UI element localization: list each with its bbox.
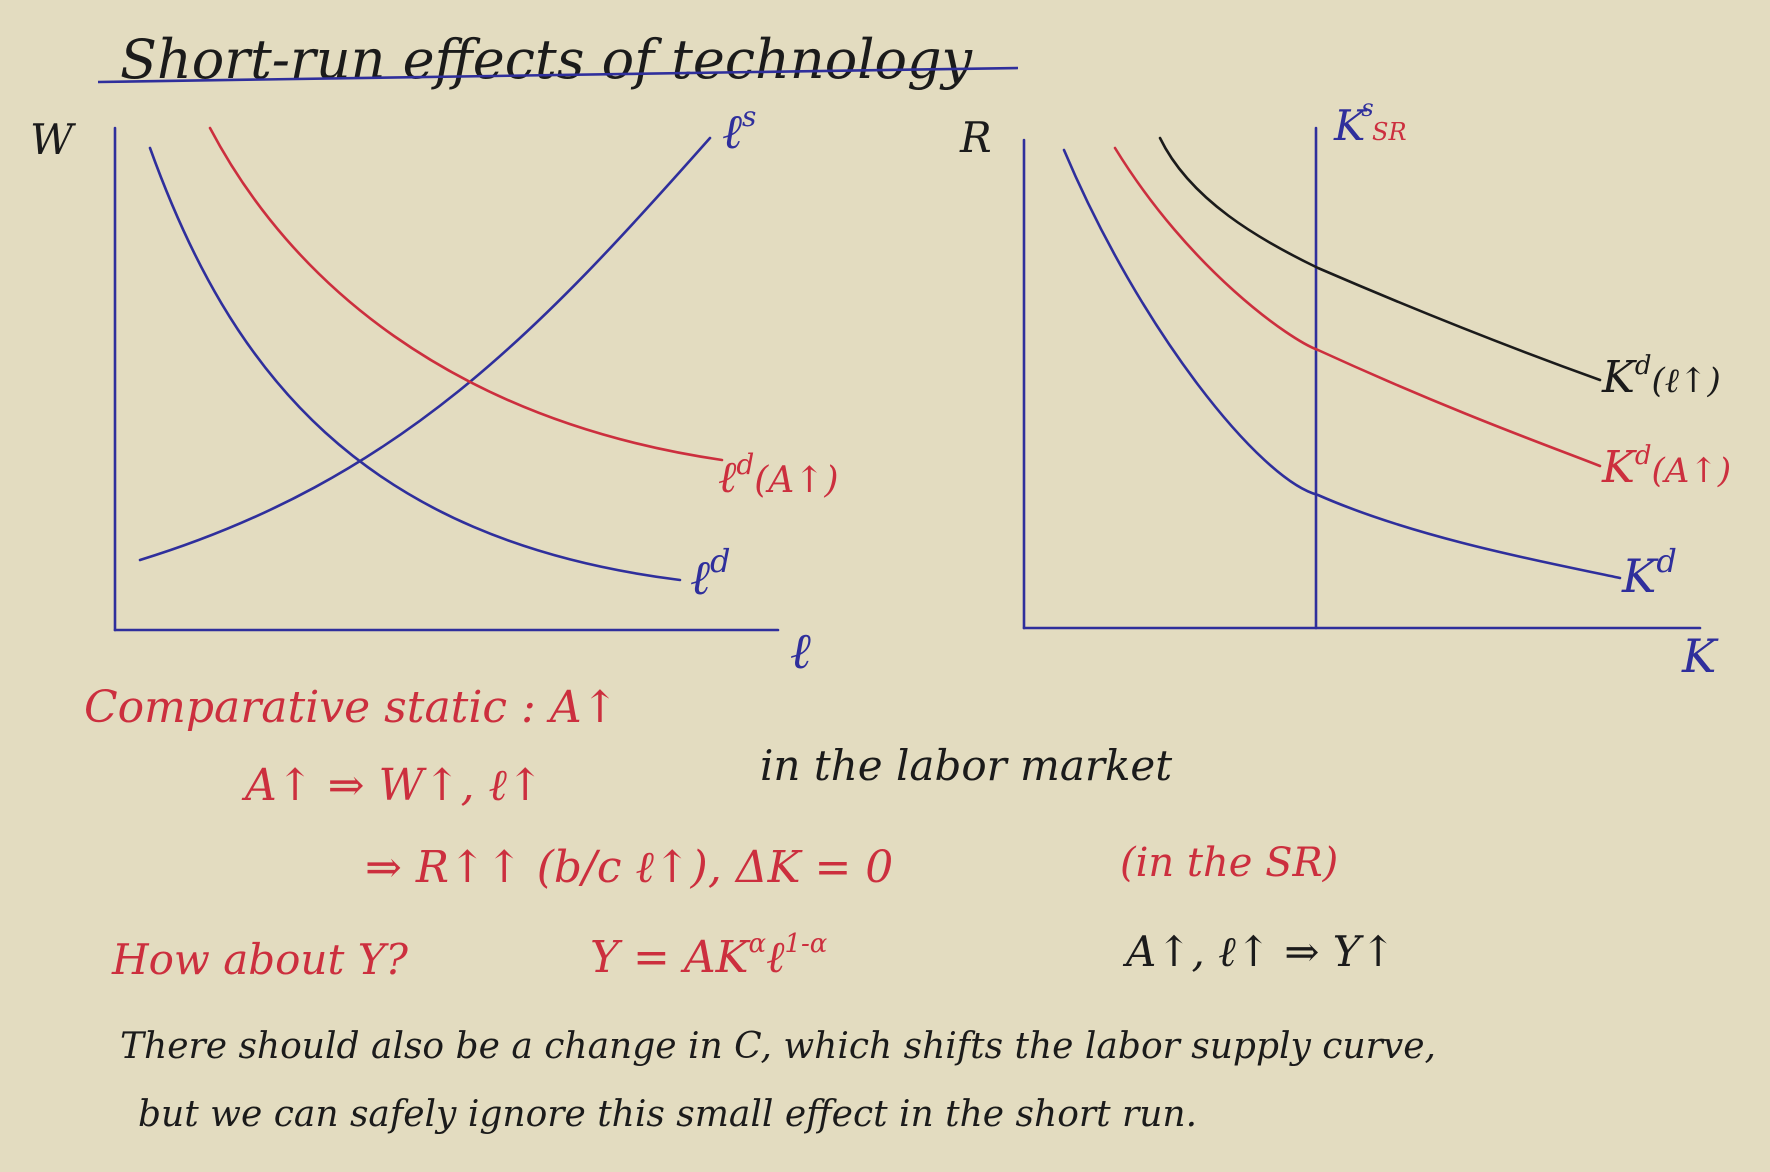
note-short-run: (in the SR) [1120, 840, 1338, 886]
note-labor-market: in the labor market [760, 741, 1172, 790]
note-capital-effect: ⇒ R↑↑ (b/c ℓ↑), ΔK = 0 [365, 842, 893, 893]
svg-text:Ks: Ks [1333, 94, 1374, 150]
labor-x-axis-label: ℓ [790, 622, 811, 680]
svg-text:ℓd: ℓd [690, 542, 730, 606]
capital-demand-tech-label: Kd(A↑) [1601, 441, 1731, 493]
title-underline [97, 66, 1019, 84]
svg-text:Kd(A↑): Kd(A↑) [1601, 441, 1731, 493]
svg-text:ℓd(A↑): ℓd(A↑) [718, 448, 839, 503]
note-consumption-caveat: There should also be a change in C, whic… [120, 1026, 1436, 1067]
labor-supply-label: ℓs [722, 100, 756, 160]
page-title: Short-run effects of technology [120, 28, 974, 91]
labor-market-graph: W ℓ ℓs ℓd(A↑) ℓd [30, 100, 839, 680]
notes-block: Comparative static : A↑ A↑ ⇒ W↑, ℓ↑ in t… [84, 682, 1436, 1135]
note-output-effect: A↑, ℓ↑ ⇒ Y↑ [1122, 927, 1396, 976]
capital-demand-curve [1062, 148, 1622, 580]
labor-demand-new-curve [208, 126, 724, 462]
labor-supply-curve [138, 136, 712, 562]
capital-y-axis-label: R [959, 113, 992, 162]
capital-demand-tech-curve [1113, 146, 1602, 468]
capital-demand-labor-label: Kd(ℓ↑) [1601, 351, 1721, 403]
svg-text:Kd: Kd [1621, 542, 1677, 603]
capital-demand-label: Kd [1621, 542, 1677, 603]
svg-text:SR: SR [1372, 118, 1407, 146]
note-comparative-static: Comparative static : A↑ [84, 682, 619, 733]
capital-market-graph: R K Ks SR Kd(ℓ↑) Kd(A↑) Kd [959, 94, 1731, 683]
note-production-function: Y = AKαℓ1-α [590, 929, 828, 983]
labor-demand-curve [148, 146, 682, 582]
note-labor-effect: A↑ ⇒ W↑, ℓ↑ [241, 760, 544, 811]
labor-y-axis-label: W [30, 115, 77, 164]
svg-text:ℓs: ℓs [722, 100, 756, 160]
capital-x-axis-label: K [1681, 629, 1719, 683]
svg-text:Y = AKαℓ1-α: Y = AKαℓ1-α [590, 929, 828, 983]
title-block: Short-run effects of technology [97, 28, 1019, 91]
labor-demand-label: ℓd [690, 542, 730, 606]
note-how-about-y: How about Y? [111, 935, 408, 984]
labor-demand-new-label: ℓd(A↑) [718, 448, 839, 503]
capital-supply-label: Ks SR [1333, 94, 1407, 150]
svg-text:Kd(ℓ↑): Kd(ℓ↑) [1601, 351, 1721, 403]
capital-demand-labor-curve [1158, 136, 1602, 382]
note-ignore-effect: but we can safely ignore this small effe… [138, 1094, 1197, 1135]
